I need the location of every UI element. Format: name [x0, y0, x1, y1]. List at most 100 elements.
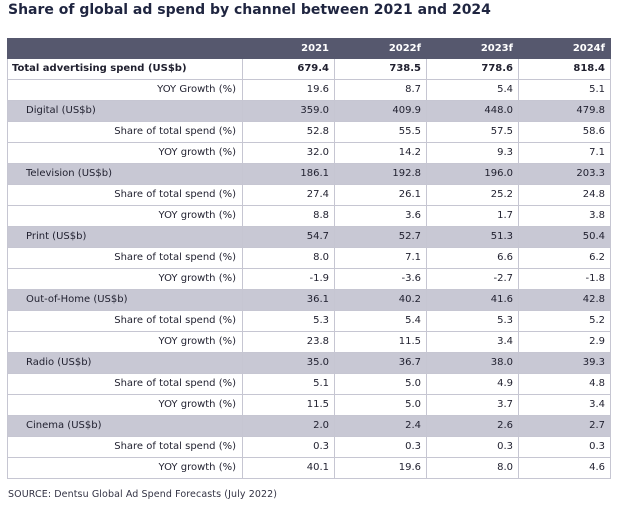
table-cell: 7.1 — [518, 142, 611, 164]
table-cell: 2.6 — [426, 415, 519, 437]
table-cell: 479.8 — [518, 100, 611, 122]
table-cell: 2.9 — [518, 331, 611, 353]
table-cell: 27.4 — [242, 184, 335, 206]
table-cell: 3.7 — [426, 394, 519, 416]
row-label: Radio (US$b) — [7, 352, 243, 374]
table-cell: 4.6 — [518, 457, 611, 479]
row-label: YOY growth (%) — [7, 394, 243, 416]
table-header-row: 2021 2022f 2023f 2024f — [7, 38, 611, 59]
row-label: Share of total spend (%) — [7, 121, 243, 143]
table-row: YOY growth (%) 11.5 5.0 3.7 3.4 — [7, 394, 611, 416]
channel-row: Print (US$b) 54.7 52.7 51.3 50.4 — [7, 226, 611, 248]
row-label: Share of total spend (%) — [7, 310, 243, 332]
column-header — [7, 38, 243, 59]
table-cell: 5.4 — [334, 310, 427, 332]
channel-row: Radio (US$b) 35.0 36.7 38.0 39.3 — [7, 352, 611, 374]
table-cell: 738.5 — [334, 58, 427, 80]
table-cell: 51.3 — [426, 226, 519, 248]
table-cell: 8.0 — [242, 247, 335, 269]
row-label: Digital (US$b) — [7, 100, 243, 122]
table-cell: 448.0 — [426, 100, 519, 122]
table-cell: 6.2 — [518, 247, 611, 269]
table-cell: 778.6 — [426, 58, 519, 80]
table-cell: 5.2 — [518, 310, 611, 332]
row-label: Total advertising spend (US$b) — [7, 58, 243, 80]
table-cell: 39.3 — [518, 352, 611, 374]
table-row: Share of total spend (%) 52.8 55.5 57.5 58.6 — [7, 121, 611, 143]
channel-row: Digital (US$b) 359.0 409.9 448.0 479.8 — [7, 100, 611, 122]
row-label: YOY growth (%) — [7, 268, 243, 290]
table-cell: 203.3 — [518, 163, 611, 185]
row-label: YOY growth (%) — [7, 331, 243, 353]
column-header: 2021 — [242, 38, 335, 59]
table-cell: 0.3 — [242, 436, 335, 458]
row-label: YOY growth (%) — [7, 457, 243, 479]
column-header: 2023f — [426, 38, 519, 59]
table-row: Share of total spend (%) 5.3 5.4 5.3 5.2 — [7, 310, 611, 332]
total-row: Total advertising spend (US$b) 679.4 738.5… — [7, 58, 611, 80]
table-cell: 11.5 — [334, 331, 427, 353]
table-row: Share of total spend (%) 8.0 7.1 6.6 6.2 — [7, 247, 611, 269]
table-row: YOY Growth (%) 19.6 8.7 5.4 5.1 — [7, 79, 611, 101]
table-row: Share of total spend (%) 5.1 5.0 4.9 4.8 — [7, 373, 611, 395]
table-cell: 54.7 — [242, 226, 335, 248]
table-cell: 32.0 — [242, 142, 335, 164]
table-cell: 186.1 — [242, 163, 335, 185]
row-label: YOY Growth (%) — [7, 79, 243, 101]
table-cell: -3.6 — [334, 268, 427, 290]
table-cell: 19.6 — [242, 79, 335, 101]
table-cell: 6.6 — [426, 247, 519, 269]
column-header: 2024f — [518, 38, 611, 59]
table-cell: 19.6 — [334, 457, 427, 479]
table-cell: 2.4 — [334, 415, 427, 437]
row-label: Share of total spend (%) — [7, 184, 243, 206]
table-cell: 52.7 — [334, 226, 427, 248]
table-cell: 3.8 — [518, 205, 611, 227]
row-label: Share of total spend (%) — [7, 247, 243, 269]
table-cell: 359.0 — [242, 100, 335, 122]
table-cell: 55.5 — [334, 121, 427, 143]
table-cell: 4.9 — [426, 373, 519, 395]
table-cell: 57.5 — [426, 121, 519, 143]
table-cell: 42.8 — [518, 289, 611, 311]
table-cell: 5.1 — [518, 79, 611, 101]
table-cell: 24.8 — [518, 184, 611, 206]
table-cell: 5.3 — [426, 310, 519, 332]
row-label: Cinema (US$b) — [7, 415, 243, 437]
table-cell: 5.4 — [426, 79, 519, 101]
table-cell: 35.0 — [242, 352, 335, 374]
row-label: Out-of-Home (US$b) — [7, 289, 243, 311]
channel-row: Cinema (US$b) 2.0 2.4 2.6 2.7 — [7, 415, 611, 437]
table-row: YOY growth (%) -1.9 -3.6 -2.7 -1.8 — [7, 268, 611, 290]
page-title: Share of global ad spend by channel betw… — [8, 2, 491, 18]
table-cell: 8.8 — [242, 205, 335, 227]
table-cell: 8.0 — [426, 457, 519, 479]
table-cell: 40.2 — [334, 289, 427, 311]
row-label: Share of total spend (%) — [7, 373, 243, 395]
table-cell: 26.1 — [334, 184, 427, 206]
table-cell: 7.1 — [334, 247, 427, 269]
source-note: SOURCE: Dentsu Global Ad Spend Forecasts… — [8, 489, 278, 500]
table-cell: 3.4 — [426, 331, 519, 353]
table-cell: 196.0 — [426, 163, 519, 185]
table-row: YOY growth (%) 32.0 14.2 9.3 7.1 — [7, 142, 611, 164]
table-cell: 4.8 — [518, 373, 611, 395]
table-cell: 40.1 — [242, 457, 335, 479]
row-label: Television (US$b) — [7, 163, 243, 185]
table-row: YOY growth (%) 23.8 11.5 3.4 2.9 — [7, 331, 611, 353]
column-header: 2022f — [334, 38, 427, 59]
table-cell: 9.3 — [426, 142, 519, 164]
table-cell: 5.1 — [242, 373, 335, 395]
row-label: Print (US$b) — [7, 226, 243, 248]
table-cell: 0.3 — [518, 436, 611, 458]
table-cell: -1.8 — [518, 268, 611, 290]
table-cell: 0.3 — [334, 436, 427, 458]
row-label: Share of total spend (%) — [7, 436, 243, 458]
channel-row: Out-of-Home (US$b) 36.1 40.2 41.6 42.8 — [7, 289, 611, 311]
table-row: YOY growth (%) 8.8 3.6 1.7 3.8 — [7, 205, 611, 227]
channel-row: Television (US$b) 186.1 192.8 196.0 203.3 — [7, 163, 611, 185]
table-cell: -1.9 — [242, 268, 335, 290]
table-cell: 818.4 — [518, 58, 611, 80]
table-cell: 0.3 — [426, 436, 519, 458]
table-cell: 50.4 — [518, 226, 611, 248]
